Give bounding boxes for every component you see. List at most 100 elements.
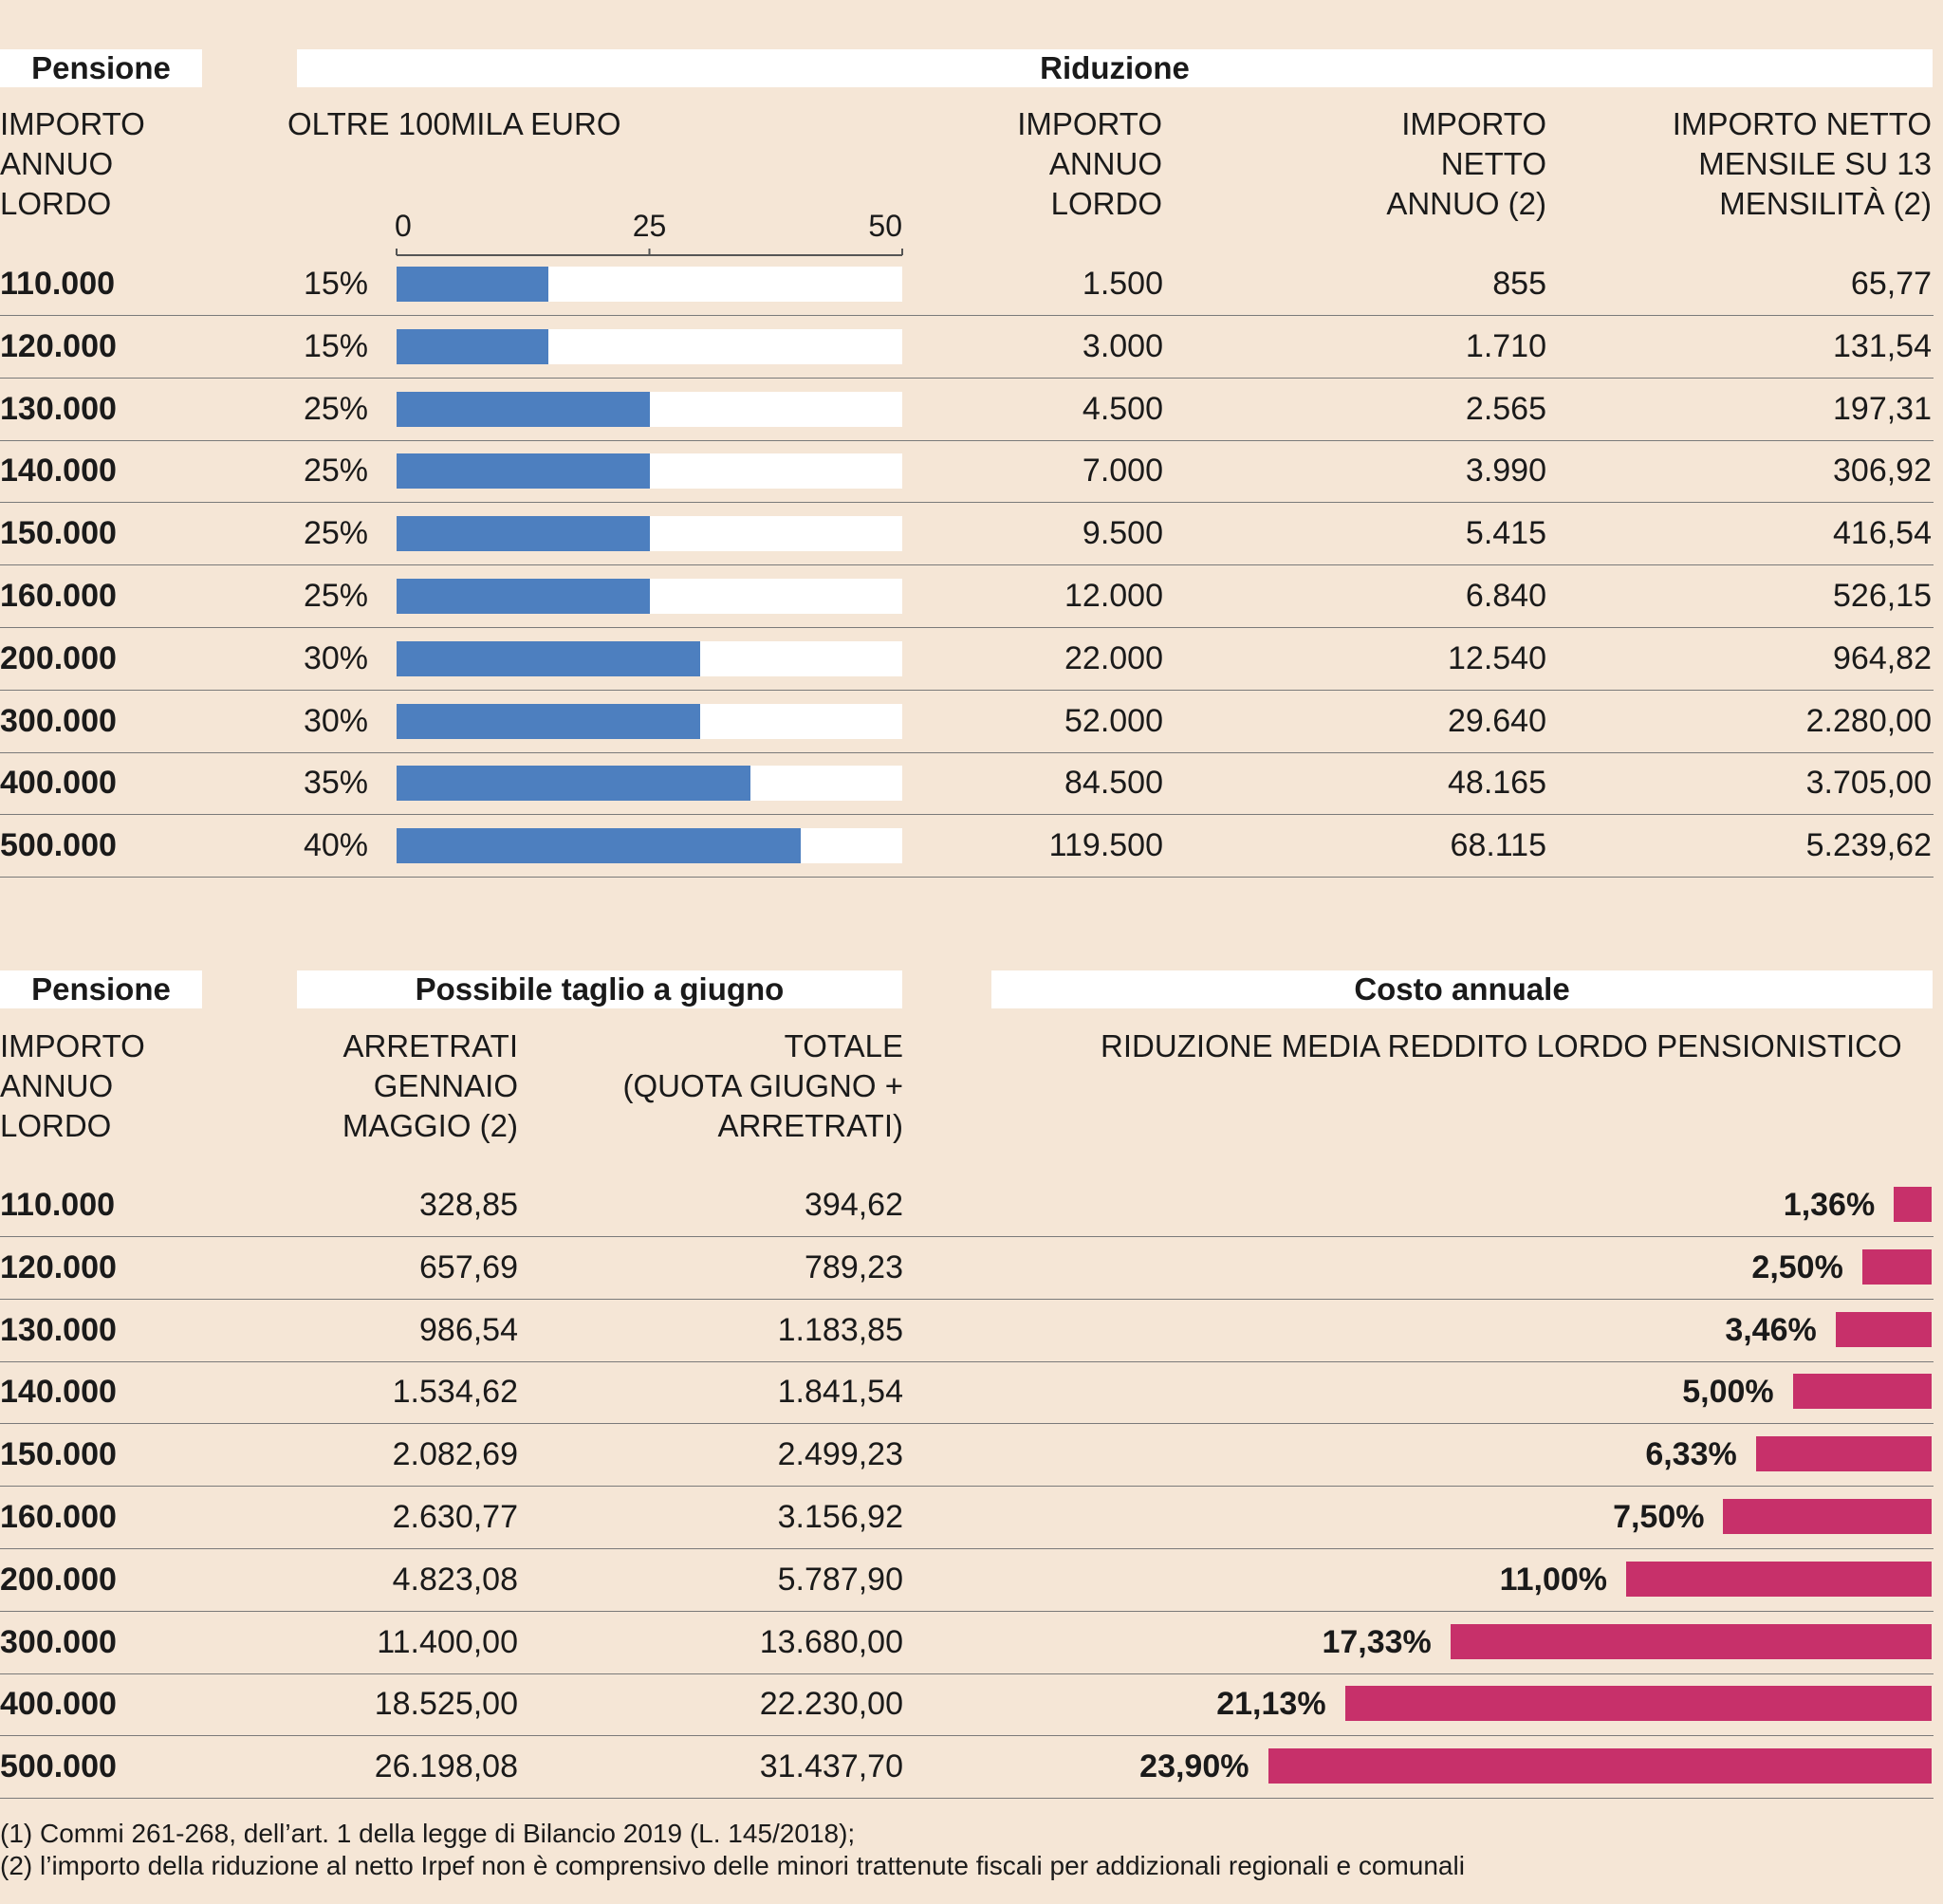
bar-track — [397, 328, 902, 364]
rid-lordo-cell: 84.500 — [1064, 765, 1163, 802]
reduction-bar — [1861, 1248, 1932, 1285]
reduction-label: 5,00% — [1682, 1374, 1774, 1411]
pensione-cell: 300.000 — [0, 702, 117, 739]
reduction-label: 21,13% — [1216, 1686, 1326, 1723]
arretrati-cell: 328,85 — [419, 1187, 518, 1223]
pensione-cell: 160.000 — [0, 1499, 117, 1535]
percent-label: 25% — [303, 578, 368, 614]
header-costo: Costo annuale — [991, 970, 1933, 1008]
reduction-bar — [1792, 1374, 1932, 1410]
rid-netto-cell: 12.540 — [1448, 639, 1546, 676]
arretrati-cell: 18.525,00 — [374, 1686, 518, 1723]
col-header-arretrati: ARRETRATI GENNAIO MAGGIO (2) — [342, 1028, 518, 1143]
rid-netto-cell: 2.565 — [1465, 390, 1546, 427]
rid-lordo-cell: 52.000 — [1064, 702, 1163, 739]
reduction-bar — [1344, 1686, 1932, 1722]
col-header-importo-bottom: IMPORTO ANNUO LORDO — [0, 1028, 145, 1143]
table-row: 150.000 25% 9.500 5.415 416,54 — [0, 502, 1934, 566]
rid-mensile-cell: 131,54 — [1833, 327, 1932, 364]
rid-mensile-cell: 65,77 — [1850, 266, 1932, 302]
rid-netto-cell: 68.115 — [1450, 827, 1546, 864]
col-header-importo-top: IMPORTO ANNUO LORDO — [0, 106, 145, 221]
percent-bar — [397, 516, 650, 552]
pensione-cell: 110.000 — [0, 266, 116, 302]
percent-label: 25% — [303, 390, 368, 427]
pensione-cell: 500.000 — [0, 1748, 117, 1785]
table-row: 130.000 986,54 1.183,85 3,46% — [0, 1299, 1934, 1362]
reduction-label: 23,90% — [1139, 1748, 1249, 1785]
table-row: 400.000 18.525,00 22.230,00 21,13% — [0, 1673, 1934, 1737]
col-header-oltre: OLTRE 100MILA EURO — [287, 106, 621, 141]
pensione-cell: 200.000 — [0, 639, 117, 676]
rid-lordo-cell: 3.000 — [1082, 327, 1163, 364]
pensione-cell: 200.000 — [0, 1561, 117, 1598]
table-row: 120.000 657,69 789,23 2,50% — [0, 1236, 1934, 1300]
percent-label: 30% — [303, 702, 368, 739]
totale-cell: 3.156,92 — [777, 1499, 903, 1535]
pensione-cell: 120.000 — [0, 1248, 117, 1285]
reduction-bar — [1626, 1561, 1932, 1597]
reduction-label: 11,00% — [1499, 1561, 1608, 1598]
rid-lordo-cell: 7.000 — [1082, 453, 1163, 490]
arretrati-cell: 26.198,08 — [374, 1748, 518, 1785]
reduction-label: 1,36% — [1783, 1187, 1876, 1223]
col-header-rid-lordo: IMPORTO ANNUO LORDO — [1017, 106, 1162, 221]
bar-track — [397, 640, 902, 676]
reduction-bar — [1723, 1499, 1932, 1534]
pensione-cell: 400.000 — [0, 1686, 117, 1723]
arretrati-cell: 657,69 — [419, 1248, 518, 1285]
pensione-cell: 300.000 — [0, 1623, 117, 1660]
percent-label: 35% — [303, 765, 368, 802]
table-row: 200.000 4.823,08 5.787,90 11,00% — [0, 1548, 1934, 1612]
table-row: 130.000 25% 4.500 2.565 197,31 — [0, 378, 1934, 441]
rid-mensile-cell: 3.705,00 — [1805, 765, 1932, 802]
pensione-cell: 160.000 — [0, 578, 117, 614]
rid-mensile-cell: 5.239,62 — [1805, 827, 1932, 864]
rid-netto-cell: 1.710 — [1465, 327, 1546, 364]
col-header-riduzione: RIDUZIONE MEDIA REDDITO LORDO PENSIONIST… — [1101, 1028, 1902, 1063]
bar-track — [397, 453, 902, 490]
rid-lordo-cell: 119.500 — [1048, 827, 1163, 864]
percent-bar — [397, 640, 700, 676]
percent-label: 40% — [303, 827, 368, 864]
bar-track — [397, 516, 902, 552]
reduction-label: 7,50% — [1613, 1499, 1705, 1535]
rid-mensile-cell: 416,54 — [1833, 515, 1932, 552]
percent-bar — [397, 828, 802, 864]
rid-netto-cell: 5.415 — [1465, 515, 1546, 552]
pensione-cell: 140.000 — [0, 1374, 117, 1411]
reduction-bar — [1268, 1748, 1932, 1784]
reduction-bar — [1894, 1187, 1932, 1222]
axis-tick-label: 50 — [868, 209, 902, 243]
reduction-bar — [1835, 1311, 1932, 1347]
bar-track — [397, 703, 902, 739]
reduction-label: 2,50% — [1751, 1248, 1843, 1285]
percent-label: 15% — [303, 327, 368, 364]
totale-cell: 31.437,70 — [759, 1748, 903, 1785]
arretrati-cell: 2.082,69 — [392, 1436, 518, 1473]
pensione-cell: 130.000 — [0, 390, 117, 427]
table-row: 200.000 30% 22.000 12.540 964,82 — [0, 627, 1934, 691]
header-pensione-bottom: Pensione — [0, 970, 202, 1008]
rid-netto-cell: 48.165 — [1448, 765, 1546, 802]
pensione-cell: 150.000 — [0, 515, 117, 552]
table-row: 120.000 15% 3.000 1.710 131,54 — [0, 315, 1934, 379]
pensione-cell: 120.000 — [0, 327, 117, 364]
reduction-label: 3,46% — [1725, 1311, 1817, 1348]
bar-track — [397, 828, 902, 864]
arretrati-cell: 2.630,77 — [392, 1499, 518, 1535]
percent-bar — [397, 703, 700, 739]
rid-mensile-cell: 964,82 — [1833, 639, 1932, 676]
table-row: 140.000 1.534,62 1.841,54 5,00% — [0, 1360, 1934, 1425]
table-row: 300.000 11.400,00 13.680,00 17,33% — [0, 1611, 1934, 1674]
rid-lordo-cell: 12.000 — [1064, 578, 1163, 614]
rid-netto-cell: 855 — [1492, 266, 1546, 302]
percent-bar — [397, 766, 751, 802]
bar-track — [397, 766, 902, 802]
table-row: 140.000 25% 7.000 3.990 306,92 — [0, 439, 1934, 504]
table-row: 300.000 30% 52.000 29.640 2.280,00 — [0, 690, 1934, 753]
header-taglio: Possibile taglio a giugno — [297, 970, 902, 1008]
footnote-2: (2) l’importo della riduzione al netto I… — [0, 1851, 1465, 1880]
rid-lordo-cell: 1.500 — [1082, 266, 1163, 302]
totale-cell: 13.680,00 — [759, 1623, 903, 1660]
